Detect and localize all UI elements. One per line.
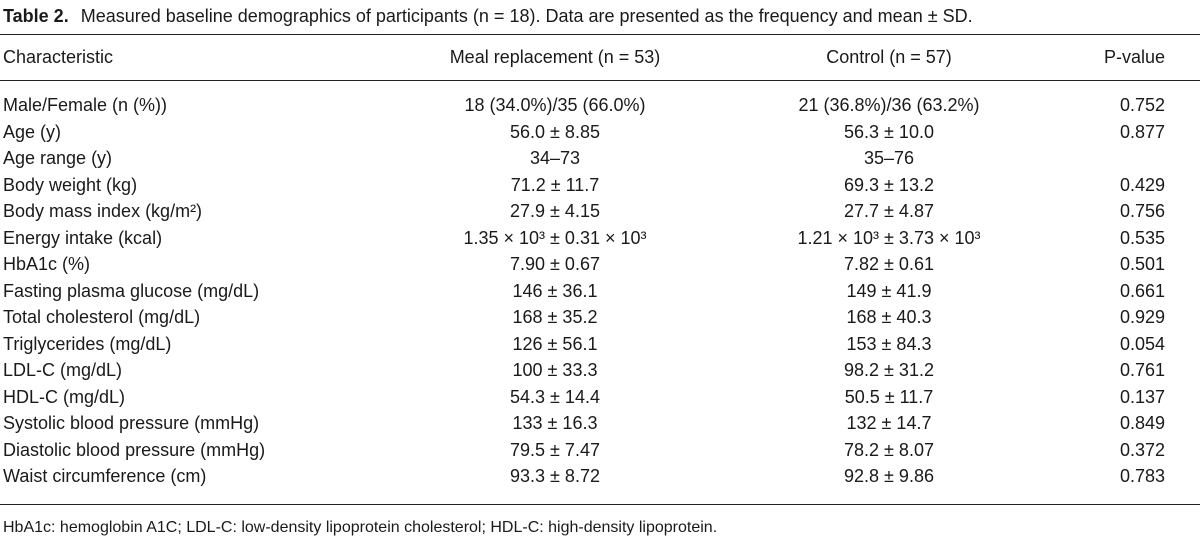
cell-control: 168 ± 40.3: [846, 307, 932, 327]
table-row: Male/Female (n (%)) 18 (34.0%)/35 (66.0%)…: [0, 92, 1200, 119]
table-row: Triglycerides (mg/dL) 126 ± 56.1 153 ± 84.…: [0, 331, 1200, 358]
cell-characteristic: HDL-C (mg/dL): [3, 386, 126, 407]
header-meal-replacement: Meal replacement (n = 53): [449, 47, 661, 67]
cell-characteristic: Energy intake (kcal): [3, 227, 163, 248]
cell-p-value: 0.929: [1119, 307, 1165, 327]
header-control: Control (n = 57): [826, 47, 952, 67]
table-footnote: HbA1c: hemoglobin A1C; LDL-C: low-densit…: [3, 519, 718, 536]
table-row: Body mass index (kg/m²) 27.9 ± 4.15 27.7 ±…: [0, 198, 1200, 225]
cell-meal-replacement: 126 ± 56.1: [512, 333, 598, 354]
table-label: Table 2.: [3, 6, 69, 26]
table-row: Fasting plasma glucose (mg/dL) 146 ± 36.1…: [0, 278, 1200, 305]
cell-meal-replacement: 18 (34.0%)/35 (66.0%): [464, 95, 646, 115]
cell-characteristic: Waist circumference (cm): [3, 466, 207, 486]
table-row: HDL-C (mg/dL) 54.3 ± 14.4 50.5 ± 11.7 0.137: [0, 384, 1200, 411]
table-header: Characteristic Meal replacement (n = 53)…: [0, 44, 1200, 70]
cell-meal-replacement: 34–73: [529, 148, 581, 168]
cell-meal-replacement: 133 ± 16.3: [512, 413, 598, 433]
cell-p-value: 0.535: [1119, 227, 1165, 248]
cell-characteristic: Systolic blood pressure (mmHg): [3, 413, 260, 433]
cell-control: 92.8 ± 9.86: [844, 466, 934, 486]
cell-control: 153 ± 84.3: [846, 333, 932, 354]
cell-meal-replacement: 100 ± 33.3: [512, 360, 598, 380]
cell-characteristic: LDL-C (mg/dL): [3, 360, 123, 380]
cell-control: 132 ± 14.7: [846, 413, 932, 433]
table-row: LDL-C (mg/dL) 100 ± 33.3 98.2 ± 31.2 0.761: [0, 357, 1200, 384]
cell-meal-replacement: 27.9 ± 4.15: [510, 201, 600, 221]
cell-characteristic: Male/Female (n (%)): [3, 95, 168, 115]
cell-control: 35–76: [863, 148, 915, 168]
cell-characteristic: HbA1c (%): [3, 254, 91, 274]
table-row: Waist circumference (cm) 93.3 ± 8.72 92.8 …: [0, 463, 1200, 490]
cell-meal-replacement: 79.5 ± 7.47: [510, 439, 600, 460]
cell-p-value: 0.429: [1119, 174, 1165, 195]
cell-meal-replacement: 71.2 ± 11.7: [510, 174, 600, 195]
cell-meal-replacement: 93.3 ± 8.72: [510, 466, 600, 486]
header-characteristic: Characteristic: [3, 47, 114, 67]
cell-control: 98.2 ± 31.2: [844, 360, 934, 380]
cell-meal-replacement: 1.35 × 10³ ± 0.31 × 10³: [463, 227, 647, 248]
cell-p-value: 0.849: [1119, 413, 1165, 433]
cell-p-value: 0.501: [1119, 254, 1165, 274]
cell-p-value: 0.783: [1119, 466, 1165, 486]
cell-characteristic: Age range (y): [3, 148, 113, 168]
table-caption-text: Measured baseline demographics of partic…: [80, 6, 973, 26]
cell-meal-replacement: 7.90 ± 0.67: [510, 254, 600, 274]
cell-p-value: 0.661: [1119, 280, 1165, 301]
bottom-rule: [0, 504, 1200, 505]
table-row: Systolic blood pressure (mmHg) 133 ± 16.3…: [0, 410, 1200, 437]
table-row: Total cholesterol (mg/dL) 168 ± 35.2 168 ±…: [0, 304, 1200, 331]
cell-p-value: 0.054: [1119, 333, 1165, 354]
header-rule: [0, 80, 1200, 81]
cell-p-value: 0.137: [1119, 386, 1165, 407]
cell-characteristic: Body weight (kg): [3, 174, 138, 195]
cell-p-value: 0.756: [1119, 201, 1165, 221]
cell-p-value: 0.761: [1119, 360, 1165, 380]
cell-meal-replacement: 54.3 ± 14.4: [510, 386, 600, 407]
table-row: Diastolic blood pressure (mmHg) 79.5 ± 7.…: [0, 437, 1200, 464]
cell-meal-replacement: 168 ± 35.2: [512, 307, 598, 327]
table-row: Age range (y) 34–73 35–76: [0, 145, 1200, 172]
cell-control: 69.3 ± 13.2: [844, 174, 934, 195]
cell-control: 149 ± 41.9: [846, 280, 932, 301]
cell-p-value: 0.752: [1119, 95, 1165, 115]
cell-p-value: 0.372: [1119, 439, 1165, 460]
table-caption: Table 2. Measured baseline demographics o…: [3, 4, 973, 28]
cell-characteristic: Body mass index (kg/m²): [3, 201, 203, 221]
cell-control: 1.21 × 10³ ± 3.73 × 10³: [797, 227, 981, 248]
header-p-value: P-value: [1103, 47, 1165, 67]
cell-control: 56.3 ± 10.0: [844, 121, 934, 142]
table-row: Age (y) 56.0 ± 8.85 56.3 ± 10.0 0.877: [0, 119, 1200, 146]
top-rule: [0, 34, 1200, 35]
cell-characteristic: Diastolic blood pressure (mmHg): [3, 439, 266, 460]
table-row: HbA1c (%) 7.90 ± 0.67 7.82 ± 0.61 0.501: [0, 251, 1200, 278]
cell-meal-replacement: 146 ± 36.1: [512, 280, 598, 301]
cell-control: 27.7 ± 4.87: [844, 201, 934, 221]
cell-control: 21 (36.8%)/36 (63.2%): [798, 95, 980, 115]
cell-p-value: 0.877: [1119, 121, 1165, 142]
cell-characteristic: Triglycerides (mg/dL): [3, 333, 172, 354]
table-row: Energy intake (kcal) 1.35 × 10³ ± 0.31 × …: [0, 225, 1200, 252]
table-body: Male/Female (n (%)) 18 (34.0%)/35 (66.0%)…: [0, 92, 1200, 490]
cell-control: 78.2 ± 8.07: [844, 439, 934, 460]
cell-control: 7.82 ± 0.61: [844, 254, 934, 274]
cell-characteristic: Age (y): [3, 121, 62, 142]
cell-characteristic: Fasting plasma glucose (mg/dL): [3, 280, 260, 301]
cell-control: 50.5 ± 11.7: [844, 386, 934, 407]
cell-meal-replacement: 56.0 ± 8.85: [510, 121, 600, 142]
cell-characteristic: Total cholesterol (mg/dL): [3, 307, 201, 327]
table-row: Body weight (kg) 71.2 ± 11.7 69.3 ± 13.2 0.…: [0, 172, 1200, 199]
